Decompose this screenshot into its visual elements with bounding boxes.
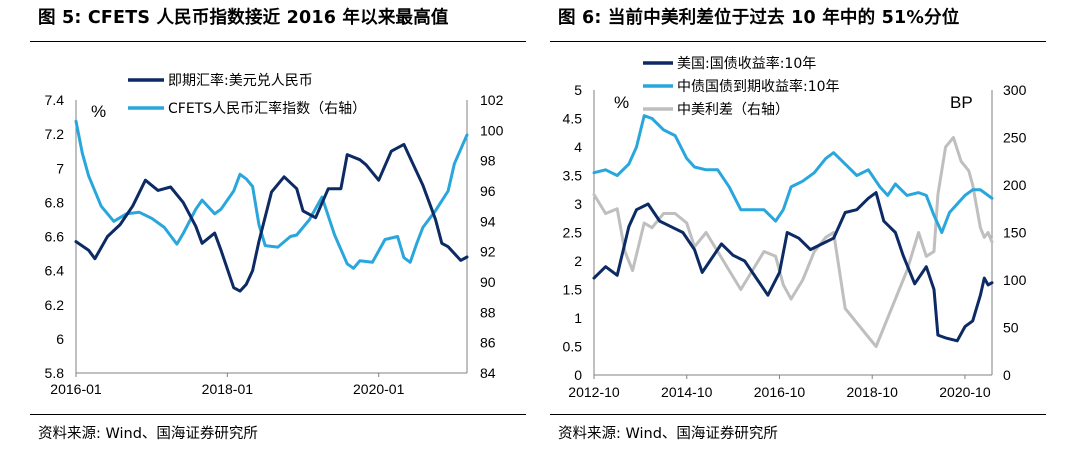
- figure-5-title: 图 5: CFETS 人民币指数接近 2016 年以来最高值: [38, 8, 449, 28]
- x-tick-label: 2020-10: [939, 384, 991, 400]
- x-tick-label: 2018-10: [847, 384, 899, 400]
- x-tick-label: 2012-10: [568, 384, 620, 400]
- figure-6-bottom-rule: [550, 414, 1046, 415]
- legend-label: 中债国债到期收益率:10年: [677, 78, 840, 95]
- y-right-tick-label: 100: [480, 122, 504, 138]
- series-line-c0-1: [74, 119, 469, 270]
- legend-label: 中美利差（右轴）: [677, 102, 789, 118]
- y-left-tick-label: 6: [56, 331, 64, 347]
- y-right-tick-label: 88: [480, 304, 496, 320]
- series-line-c1-2: [592, 136, 994, 348]
- y-left-tick-label: 0: [574, 367, 582, 383]
- y-left-tick-label: 4: [574, 139, 582, 155]
- x-tick-label: 2020-01: [353, 381, 405, 397]
- y-left-tick-label: 4.5: [563, 111, 583, 127]
- figure-5-bottom-rule: [30, 414, 526, 415]
- y-right-tick-label: 86: [480, 335, 496, 351]
- y-right-tick-label: 92: [480, 244, 496, 260]
- y-right-tick-label: 102: [480, 92, 504, 108]
- y-left-tick-label: 1: [574, 310, 582, 326]
- y-right-tick-label: 98: [480, 153, 496, 169]
- figure-6-source: 资料来源: Wind、国海证券研究所: [558, 426, 778, 442]
- y-left-tick-label: 3.5: [563, 168, 583, 184]
- legend-label: 即期汇率:美元兑人民币: [168, 72, 313, 89]
- y-left-tick-label: 7.4: [45, 92, 65, 108]
- y-left-tick-label: 6.6: [45, 229, 65, 245]
- y-right-tick-label: 100: [1003, 272, 1027, 288]
- figure-5-source: 资料来源: Wind、国海证券研究所: [38, 426, 258, 442]
- y-right-tick-label: 84: [480, 365, 496, 381]
- y-left-tick-label: 5.8: [45, 365, 65, 381]
- y-right-tick-label: 250: [1003, 130, 1027, 146]
- legend-label: CFETS人民币汇率指数（右轴）: [168, 100, 366, 117]
- y-right-tick-label: 300: [1003, 82, 1027, 98]
- y-right-tick-label: 200: [1003, 177, 1027, 193]
- series-line-c1-0: [592, 191, 994, 343]
- y-left-tick-label: 2.5: [563, 225, 583, 241]
- y-left-tick-label: 7: [56, 160, 64, 176]
- y-right-tick-label: 96: [480, 183, 496, 199]
- legend-label: 美国:国债收益率:10年: [677, 55, 816, 72]
- series-line-c1-1: [592, 114, 994, 234]
- y-right-tick-label: 90: [480, 274, 496, 290]
- y-left-tick-label: 0.5: [563, 339, 583, 355]
- x-tick-label: 2016-10: [754, 384, 806, 400]
- y-right-tick-label: 50: [1003, 320, 1019, 336]
- right-unit-label: BP: [950, 93, 973, 112]
- x-tick-label: 2014-10: [661, 384, 713, 400]
- x-tick-label: 2016-01: [50, 381, 102, 397]
- y-right-tick-label: 150: [1003, 225, 1027, 241]
- y-left-tick-label: 3: [574, 196, 582, 212]
- x-tick-label: 2018-01: [202, 381, 254, 397]
- y-left-tick-label: 5: [574, 82, 582, 98]
- figure-5-top-rule: [30, 41, 526, 42]
- figure-6-title: 图 6: 当前中美利差位于过去 10 年中的 51%分位: [558, 8, 960, 28]
- y-left-tick-label: 1.5: [563, 282, 583, 298]
- left-unit-label: %: [91, 102, 106, 121]
- y-left-tick-label: 7.2: [45, 126, 65, 142]
- y-right-tick-label: 0: [1003, 367, 1011, 383]
- left-unit-label: %: [614, 93, 629, 112]
- y-left-tick-label: 6.2: [45, 297, 65, 313]
- y-left-tick-label: 6.4: [45, 263, 65, 279]
- series-line-c0-0: [74, 142, 469, 293]
- y-right-tick-label: 94: [480, 213, 496, 229]
- y-left-tick-label: 6.8: [45, 194, 65, 210]
- figure-6-top-rule: [550, 41, 1046, 42]
- y-left-tick-label: 2: [574, 253, 582, 269]
